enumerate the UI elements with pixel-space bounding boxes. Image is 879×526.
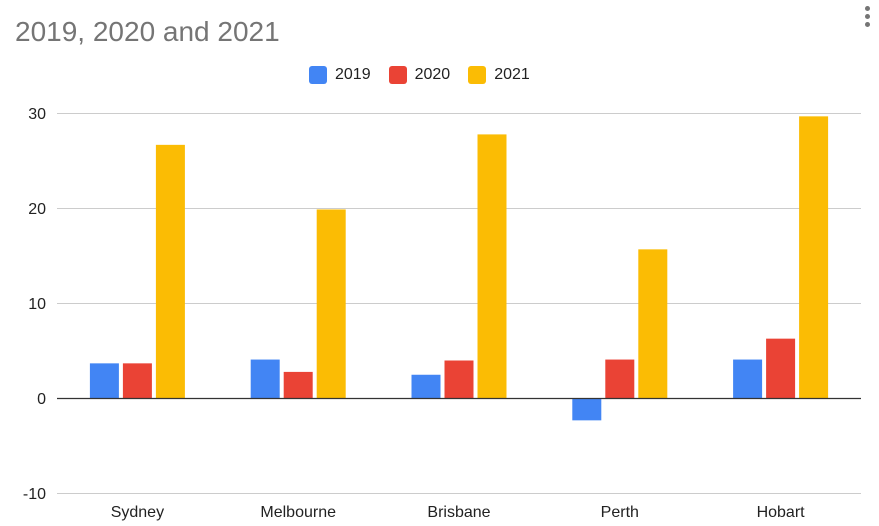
menu-dot	[865, 14, 870, 19]
x-tick-label: Sydney	[111, 504, 164, 521]
chart-legend: 2019 2020 2021	[309, 66, 530, 84]
legend-item-2019[interactable]: 2019	[309, 66, 371, 84]
bar-2021-sydney[interactable]	[155, 144, 185, 399]
x-tick-label: Brisbane	[427, 504, 490, 521]
y-tick-label: 20	[28, 201, 46, 218]
bar-2021-perth[interactable]	[638, 249, 668, 399]
bar-2021-melbourne[interactable]	[316, 209, 346, 399]
y-tick-label: 30	[28, 106, 46, 123]
menu-dot	[865, 22, 870, 27]
legend-label-2021: 2021	[494, 66, 530, 83]
legend-item-2021[interactable]: 2021	[468, 66, 530, 84]
legend-swatch-2020	[388, 66, 407, 84]
bar-2020-brisbane[interactable]	[444, 360, 474, 399]
y-tick-label: -10	[23, 486, 46, 503]
y-tick-label: 10	[28, 296, 46, 313]
bar-2019-melbourne[interactable]	[250, 359, 280, 399]
bar-2019-sydney[interactable]	[89, 363, 119, 399]
more-options-icon[interactable]	[858, 4, 878, 30]
x-tick-label: Melbourne	[260, 504, 336, 521]
bar-2020-hobart[interactable]	[766, 338, 796, 399]
bar-2019-perth[interactable]	[572, 398, 602, 421]
chart-title: 2019, 2020 and 2021	[15, 16, 280, 47]
bar-2019-hobart[interactable]	[733, 359, 763, 399]
x-tick-label: Hobart	[757, 504, 806, 521]
bars	[89, 116, 829, 421]
bar-2020-perth[interactable]	[605, 359, 635, 399]
x-tick-label: Perth	[601, 504, 639, 521]
bar-2021-hobart[interactable]	[799, 116, 829, 399]
y-tick-label: 0	[37, 391, 46, 408]
axes: 30 20 10 0 -10 Sydney Melbourne Brisbane Perth Ho…	[23, 106, 861, 521]
menu-dot	[865, 6, 870, 11]
bar-2021-brisbane[interactable]	[477, 134, 507, 399]
legend-label-2019: 2019	[335, 66, 371, 83]
legend-item-2020[interactable]: 2020	[388, 66, 451, 84]
legend-label-2020: 2020	[414, 66, 451, 83]
bar-2020-sydney[interactable]	[122, 363, 152, 399]
legend-swatch-2021	[468, 66, 487, 84]
bar-2020-melbourne[interactable]	[283, 371, 313, 399]
bar-2019-brisbane[interactable]	[411, 374, 441, 399]
legend-swatch-2019	[309, 66, 327, 84]
gridlines	[57, 113, 861, 494]
